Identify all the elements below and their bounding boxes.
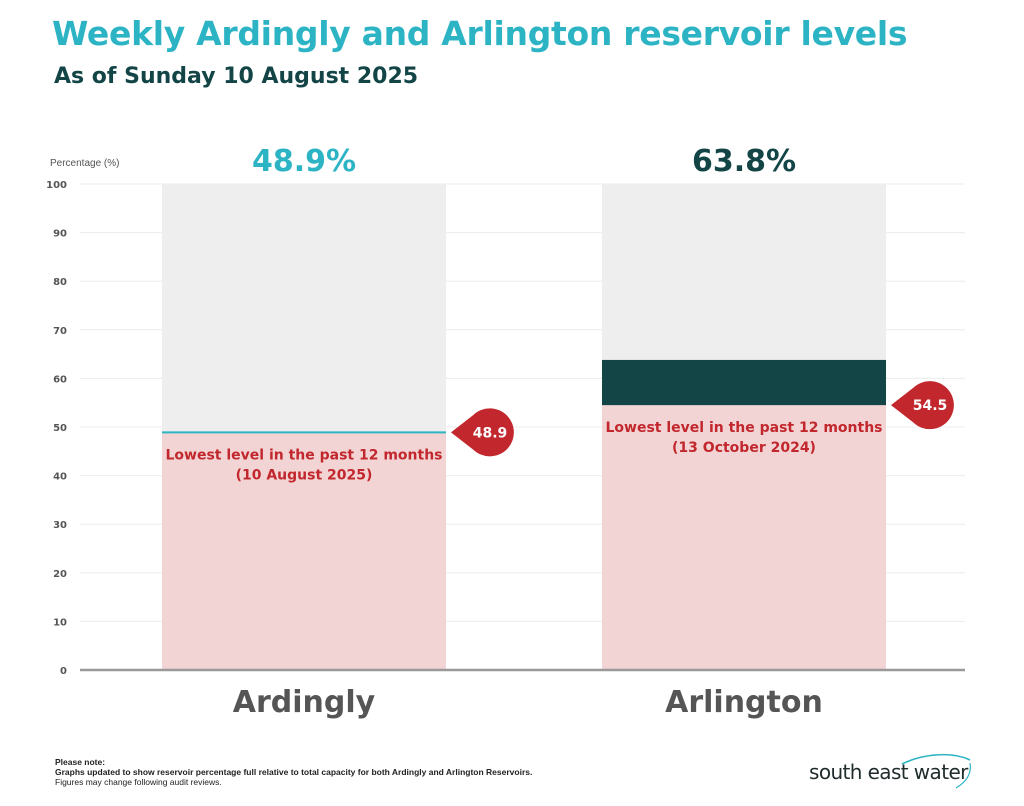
- lowest-level-caption: Lowest level in the past 12 months: [165, 447, 442, 463]
- current-level-value-label: 63.8%: [692, 144, 796, 179]
- footnote-heading: Please note:: [55, 757, 106, 767]
- wave-icon: [901, 753, 971, 789]
- bar-lowest-level: [162, 432, 446, 670]
- y-tick-label: 80: [53, 277, 67, 288]
- bar-lowest-level: [602, 405, 886, 670]
- lowest-level-date: (13 October 2024): [672, 440, 816, 456]
- footnote: Please note: Graphs updated to show rese…: [55, 757, 532, 787]
- y-tick-label: 100: [46, 180, 67, 191]
- lowest-level-marker: [891, 381, 954, 430]
- page-subtitle: As of Sunday 10 August 2025: [54, 64, 419, 89]
- y-tick-label: 10: [53, 617, 67, 628]
- y-tick-label: 40: [53, 472, 67, 483]
- y-tick-label: 90: [53, 229, 67, 240]
- logo-wordmark: south east water: [809, 760, 968, 784]
- y-tick-label: 70: [53, 326, 67, 337]
- south-east-water-logo: south east water: [806, 752, 976, 792]
- reservoir-level-chart: Percentage (%) 0 10 20 30 40 50 60 70 80 90 100 Lo…: [46, 144, 965, 720]
- page-title: Weekly Ardingly and Arlington reservoir …: [52, 14, 908, 53]
- lowest-level-value: 54.5: [913, 398, 948, 414]
- category-label: Ardingly: [233, 685, 376, 720]
- lowest-level-caption: Lowest level in the past 12 months: [605, 420, 882, 436]
- y-tick-label: 60: [53, 374, 67, 385]
- footnote-line-1: Graphs updated to show reservoir percent…: [55, 767, 533, 777]
- footnote-line-2: Figures may change following audit revie…: [55, 777, 222, 787]
- y-tick-label: 30: [53, 520, 67, 531]
- y-tick-label: 20: [53, 569, 67, 580]
- category-label: Arlington: [665, 685, 823, 720]
- y-tick-label: 0: [60, 666, 67, 677]
- lowest-level-marker: [451, 408, 514, 457]
- lowest-level-value: 48.9: [473, 425, 508, 441]
- y-axis-label: Percentage (%): [50, 158, 119, 169]
- lowest-level-date: (10 August 2025): [236, 467, 373, 483]
- current-level-value-label: 48.9%: [252, 144, 356, 179]
- y-tick-label: 50: [53, 423, 67, 434]
